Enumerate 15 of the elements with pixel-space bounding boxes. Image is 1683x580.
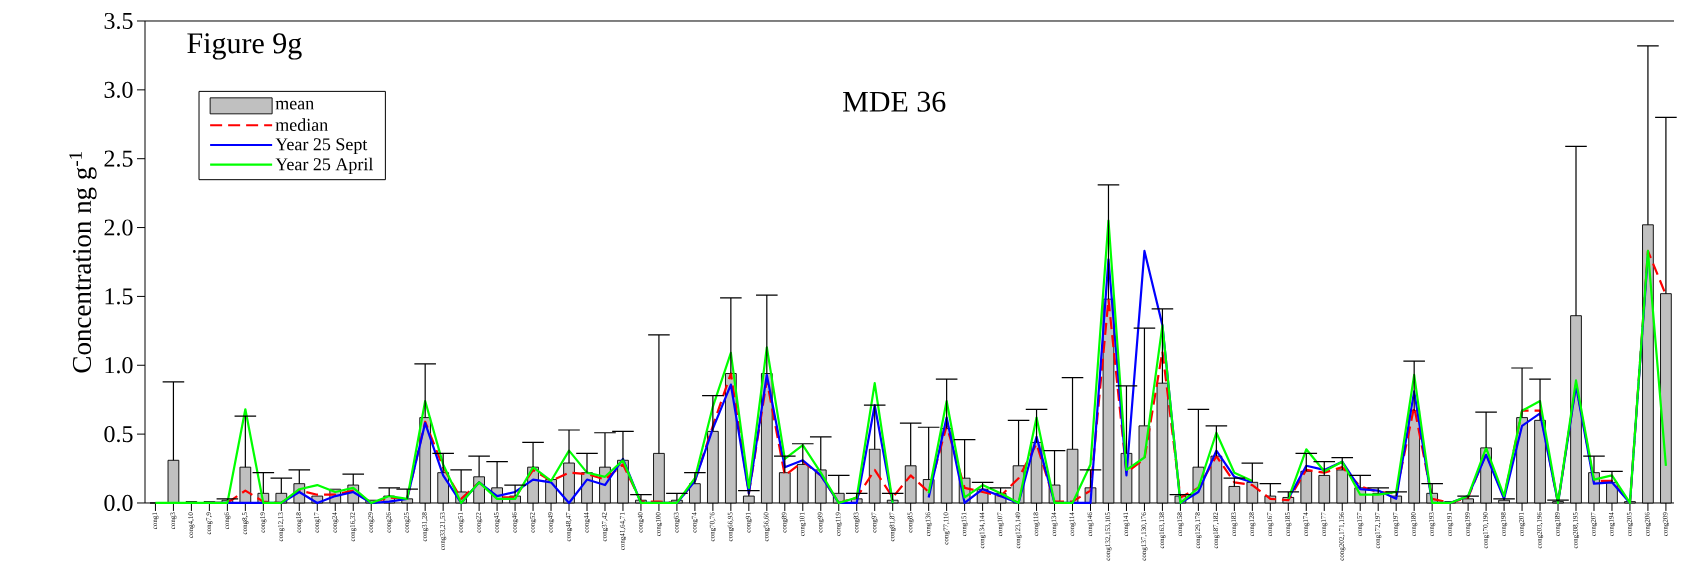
y-tick-label: 3.5	[104, 12, 133, 30]
legend-label: Year 25 April	[275, 157, 374, 175]
legend-label: median	[275, 118, 328, 131]
text: MDE 36	[843, 91, 946, 112]
y-tick-label: 0.0	[104, 494, 133, 512]
legend-label: mean	[275, 100, 314, 110]
legend-label: Year 25 Sept	[275, 138, 368, 155]
y-tick-label: 3.0	[104, 81, 133, 99]
y-tick-label: 1.5	[105, 288, 133, 305]
annotation: Figure 9g	[187, 33, 302, 60]
y-axis-title: Concentration ng g$^{-1}$	[69, 152, 97, 373]
y-tick-label: 1.0	[105, 357, 133, 374]
y-tick-label: 2.5	[104, 150, 133, 167]
y-tick-label: 2.0	[104, 219, 133, 236]
y-tick-label: 0.5	[104, 425, 133, 443]
